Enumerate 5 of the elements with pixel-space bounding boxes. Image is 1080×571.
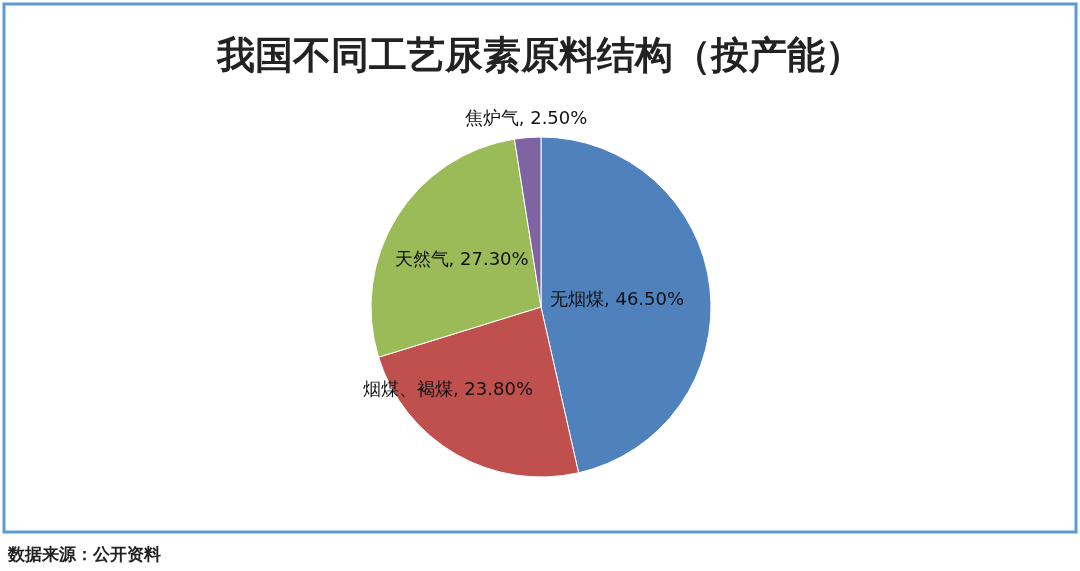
chart-title: 我国不同工艺尿素原料结构（按产能） [216,33,863,77]
slice-label: 天然气, 27.30% [394,247,529,269]
slice-label: 焦炉气, 2.50% [464,107,588,129]
slice-label: 无烟煤, 46.50% [549,288,685,310]
source-note: 数据来源：公开资料 [7,544,161,564]
